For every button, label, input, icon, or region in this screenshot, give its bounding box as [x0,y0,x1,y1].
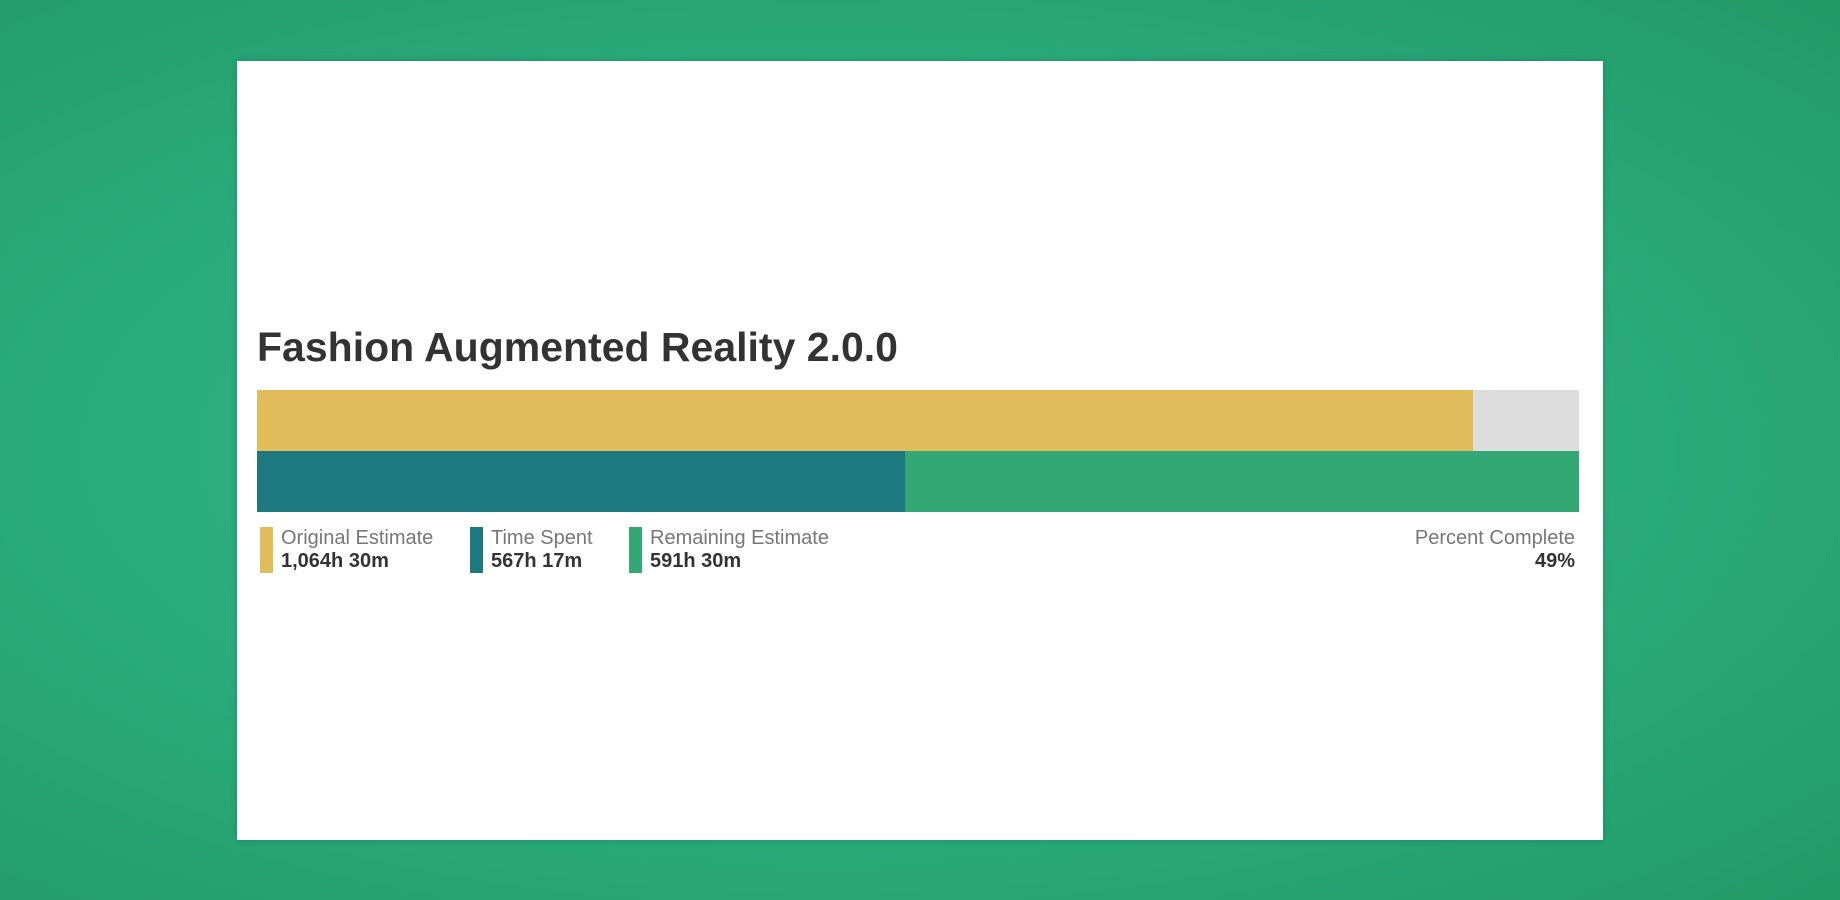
progress-bars [257,390,1579,512]
version-report-panel: Fashion Augmented Reality 2.0.0 Original… [237,61,1603,840]
original-estimate-value: 1,064h 30m [281,550,389,572]
original-estimate-bar [257,390,1579,451]
remaining-estimate-value: 591h 30m [650,550,742,572]
time-spent-label: Time Spent [491,527,593,549]
original-estimate-swatch [260,527,273,573]
original-estimate-label: Original Estimate [281,527,434,549]
percent-complete-value: 49% [1534,550,1575,572]
remaining-estimate-swatch [629,527,642,573]
legend-time-spent: Time Spent 567h 17m [470,527,593,573]
legend-original-estimate: Original Estimate 1,064h 30m [260,527,433,573]
original-estimate-fill [257,390,1474,451]
percent-complete: Percent Complete 49% [1415,527,1575,573]
version-title: Fashion Augmented Reality 2.0.0 [257,324,898,370]
legend: Original Estimate 1,064h 30m Time Spent … [257,527,1579,577]
remaining-estimate-label: Remaining Estimate [650,527,829,549]
percent-complete-label: Percent Complete [1414,527,1575,549]
time-tracking-section: Fashion Augmented Reality 2.0.0 Original… [257,324,1579,577]
time-spent-value: 567h 17m [491,550,583,572]
time-tracking-bar [257,451,1579,512]
legend-remaining-estimate: Remaining Estimate 591h 30m [629,527,829,573]
time-spent-fill [257,451,905,512]
time-spent-swatch [470,527,483,573]
